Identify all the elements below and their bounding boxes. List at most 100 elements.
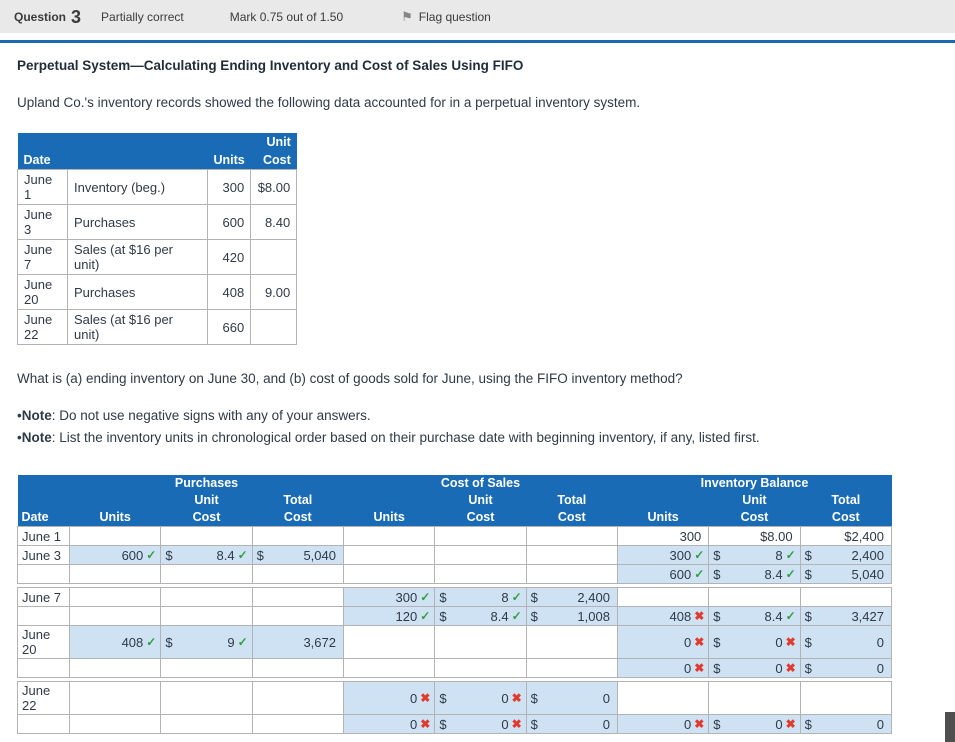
ws-cell-purchases-total-cost[interactable]: $5,040 [251, 545, 344, 565]
ws-cell-cos-unit-cost [434, 625, 527, 659]
scrollbar-thumb[interactable] [945, 712, 955, 742]
column-header-empty [17, 475, 70, 492]
ws-cell-cos-unit-cost[interactable]: $0 [434, 714, 527, 734]
ws-cell-inv-unit-cost[interactable]: $8 [708, 545, 801, 565]
cell-value: 0 [876, 716, 884, 732]
table-row: June 20 Purchases 408 9.00 [17, 274, 298, 310]
ws-cell-cos-total-cost[interactable]: $1,008 [525, 606, 618, 626]
cell-value: 0 [410, 716, 418, 732]
table-row: 0 $0 $0 0 $0 $0 [17, 714, 893, 734]
ws-date-cell [17, 658, 70, 678]
table-row: June 20 408 $9 3,672 0 $0 $0 [17, 625, 893, 659]
ws-cell-cos-unit-cost[interactable]: $8 [434, 587, 527, 607]
mark-icon [512, 610, 522, 622]
mark-icon [694, 662, 704, 674]
cell-value: 300 [395, 589, 418, 605]
mark-icon [786, 610, 796, 622]
record-desc: Sales (at $16 per unit) [67, 309, 208, 345]
record-cost: 9.00 [250, 274, 298, 310]
column-header-cost: Cost [708, 509, 801, 527]
ws-cell-inv-unit-cost[interactable]: $0 [708, 714, 801, 734]
ws-cell-inv-total-cost[interactable]: $0 [799, 625, 893, 659]
ws-cell-cos-unit-cost[interactable]: $0 [434, 681, 527, 715]
ws-date-cell: June 20 [17, 625, 70, 659]
ws-cell-cos-units [342, 658, 436, 678]
note-bullet: • [17, 408, 22, 423]
ws-cell-purchases-total-cost [251, 564, 344, 584]
ws-cell-purchases-unit-cost[interactable]: $9 [160, 625, 253, 659]
dollar-sign: $ [256, 547, 264, 563]
note-text: : List the inventory units in chronologi… [51, 430, 760, 445]
group-header-purchases: Purchases [69, 475, 344, 492]
cell-value: 300 [679, 528, 702, 544]
inventory-records-table: Unit Date Units Cost June 1 Inventory (b… [17, 133, 298, 345]
ws-cell-purchases-total-cost[interactable]: 3,672 [251, 625, 344, 659]
ws-cell-cos-total-cost[interactable]: $2,400 [525, 587, 618, 607]
ws-cell-purchases-total-cost [251, 681, 344, 715]
ws-cell-inv-unit-cost[interactable]: $0 [708, 658, 801, 678]
cell-value: 8.4 [764, 608, 783, 624]
ws-cell-inv-units[interactable]: 600 [616, 564, 710, 584]
cell-value: 0 [876, 660, 884, 676]
ws-cell-inv-units[interactable]: 0 [616, 658, 710, 678]
ws-cell-cos-total-cost[interactable]: $0 [525, 681, 618, 715]
column-header-date: Date [17, 151, 68, 170]
dollar-sign: $ [804, 566, 812, 582]
record-desc: Sales (at $16 per unit) [67, 239, 208, 275]
cell-value: 8.4 [216, 547, 235, 563]
ws-cell-inv-units[interactable]: 0 [616, 625, 710, 659]
ws-cell-inv-units[interactable]: 300 [616, 545, 710, 565]
cell-value: 408 [669, 608, 692, 624]
ws-cell-inv-unit-cost[interactable]: $0 [708, 625, 801, 659]
page-title: Perpetual System—Calculating Ending Inve… [17, 58, 524, 73]
ws-cell-cos-units[interactable]: 120 [342, 606, 436, 626]
mark-icon [786, 662, 796, 674]
ws-cell-purchases-unit-cost[interactable]: $8.4 [160, 545, 253, 565]
record-cost: 8.40 [250, 204, 298, 240]
ws-cell-inv-unit-cost [708, 587, 801, 607]
column-header-cost: Cost [434, 509, 527, 527]
header-divider [0, 40, 955, 43]
ws-cell-purchases-units [68, 564, 162, 584]
ws-cell-cos-total-cost[interactable]: $0 [525, 714, 618, 734]
ws-cell-purchases-units[interactable]: 600 [68, 545, 162, 565]
note-label: Note [21, 408, 52, 423]
ws-cell-inv-total-cost[interactable]: $3,427 [799, 606, 893, 626]
ws-date-cell: June 7 [17, 587, 70, 607]
record-date: June 3 [17, 204, 68, 240]
ws-cell-inv-unit-cost[interactable]: $8.4 [708, 606, 801, 626]
ws-cell-inv-total-cost[interactable]: $0 [799, 714, 893, 734]
ws-cell-purchases-units [68, 658, 162, 678]
cell-value: 0 [775, 634, 783, 650]
mark-icon [786, 718, 796, 730]
record-cost: $8.00 [250, 169, 298, 205]
ws-cell-cos-units [342, 625, 436, 659]
group-header-inventory-balance: Inventory Balance [617, 475, 892, 492]
dollar-sign: $ [804, 547, 812, 563]
mark-icon [146, 636, 156, 648]
ws-cell-purchases-unit-cost [160, 681, 253, 715]
flag-question-button[interactable]: Flag question [401, 9, 491, 25]
cell-value: 3,427 [851, 608, 884, 624]
ws-cell-cos-units[interactable]: 0 [342, 714, 436, 734]
ws-cell-purchases-unit-cost [160, 606, 253, 626]
ws-cell-inv-unit-cost[interactable]: $8.4 [708, 564, 801, 584]
ws-cell-cos-units[interactable]: 0 [342, 681, 436, 715]
note-label: Note [21, 430, 52, 445]
ws-cell-inv-units[interactable]: 0 [616, 714, 710, 734]
ws-cell-cos-unit-cost[interactable]: $8.4 [434, 606, 527, 626]
ws-cell-inv-units[interactable]: 408 [616, 606, 710, 626]
ws-cell-inv-total-cost[interactable]: $2,400 [799, 545, 893, 565]
table-row: June 7 300 $8 $2,400 [17, 587, 893, 607]
ws-cell-inv-total-cost[interactable]: $0 [799, 658, 893, 678]
ws-date-cell [17, 564, 70, 584]
table-header-row: Date Units Cost Cost Units Cost Cost Uni… [17, 509, 892, 527]
ws-cell-inv-units [616, 681, 710, 715]
mark-icon [512, 692, 522, 704]
ws-cell-inv-total-cost[interactable]: $5,040 [799, 564, 893, 584]
cell-value: 0 [775, 660, 783, 676]
ws-cell-purchases-units[interactable]: 408 [68, 625, 162, 659]
ws-cell-cos-units[interactable]: 300 [342, 587, 436, 607]
cell-value: 0 [684, 634, 692, 650]
